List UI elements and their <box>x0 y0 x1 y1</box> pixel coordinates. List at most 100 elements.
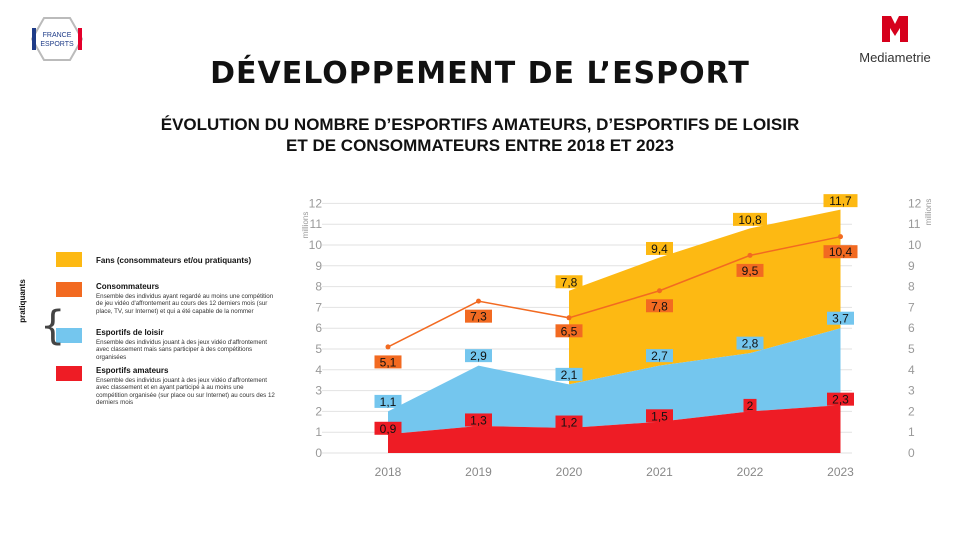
y-tick-right-0: 0 <box>908 446 915 460</box>
label-fans-2020-bg <box>555 275 583 289</box>
legend-desc-loisir: Ensemble des individus jouant à des jeux… <box>96 339 267 361</box>
label-loisir-2020-bg <box>555 367 583 381</box>
legend-swatch-amateurs <box>56 366 82 381</box>
label-loisir-2023: 3,7 <box>832 312 849 326</box>
legend-label-loisir: Esportifs de loisir <box>96 328 164 337</box>
label-amateurs-2023: 2,3 <box>832 393 849 407</box>
label-amateurs-2021-bg <box>646 409 673 423</box>
y-tick-right-12: 12 <box>908 196 922 210</box>
legend-swatch-loisir <box>56 328 82 343</box>
label-loisir-2020: 2,1 <box>561 368 578 382</box>
label-fans-2021-bg <box>646 241 673 255</box>
label-fans-2022-bg <box>733 212 767 226</box>
y-tick-right-7: 7 <box>908 300 915 314</box>
y-tick-left-10: 10 <box>309 238 323 252</box>
pratiquants-brace: { <box>40 303 66 349</box>
legend-label-fans: Fans (consommateurs et/ou pratiquants) <box>96 256 252 265</box>
x-tick-2021: 2021 <box>646 465 673 479</box>
legend-swatch-fans <box>56 252 82 267</box>
x-tick-2020: 2020 <box>556 465 583 479</box>
label-consommateurs-2022: 9,5 <box>742 264 759 278</box>
y-tick-right-10: 10 <box>908 238 922 252</box>
y-axis-label-right: millions <box>924 199 933 226</box>
label-loisir-2019-bg <box>465 349 492 363</box>
x-tick-2018: 2018 <box>375 465 402 479</box>
y-tick-right-9: 9 <box>908 259 915 273</box>
label-fans-2021: 9,4 <box>651 242 668 256</box>
label-amateurs-2019-bg <box>465 413 492 427</box>
y-tick-right-1: 1 <box>908 425 915 439</box>
x-tick-2022: 2022 <box>737 465 764 479</box>
point-consommateurs-2019 <box>476 298 481 304</box>
point-consommateurs-2018 <box>385 344 391 350</box>
area-esportifs-amateurs <box>388 405 841 453</box>
legend-swatch-consommateurs <box>56 282 82 297</box>
y-tick-left-9: 9 <box>315 259 322 273</box>
point-consommateurs-2022 <box>747 252 753 258</box>
label-fans-2020: 7,8 <box>561 275 578 289</box>
label-consommateurs-2018: 5,1 <box>380 355 397 369</box>
label-amateurs-2020: 1,2 <box>561 416 578 430</box>
y-tick-right-3: 3 <box>908 384 915 398</box>
subtitle-line1: ÉVOLUTION DU NOMBRE D’ESPORTIFS AMATEURS… <box>160 115 800 134</box>
point-consommateurs-2023 <box>838 234 843 240</box>
label-fans-2022: 10,8 <box>738 213 762 227</box>
label-consommateurs-2020-bg <box>555 324 583 338</box>
mediametrie-m-icon <box>882 16 908 42</box>
point-consommateurs-2021 <box>657 288 662 294</box>
label-loisir-2022: 2,8 <box>742 337 759 351</box>
y-tick-left-3: 3 <box>315 384 322 398</box>
label-loisir-2018: 1,1 <box>380 395 397 409</box>
label-consommateurs-2023-bg <box>823 245 858 259</box>
y-tick-left-7: 7 <box>315 300 322 314</box>
y-tick-left-5: 5 <box>315 342 322 356</box>
x-tick-2019: 2019 <box>465 465 492 479</box>
label-amateurs-2021: 1,5 <box>651 409 668 423</box>
page-title: DÉVELOPPEMENT DE L’ESPORT <box>210 56 750 91</box>
label-consommateurs-2021-bg <box>646 299 673 313</box>
label-loisir-2019: 2,9 <box>470 349 487 363</box>
label-loisir-2021: 2,7 <box>651 349 668 363</box>
label-consommateurs-2022-bg <box>736 263 764 277</box>
legend-desc-amateurs: Ensemble des individus jouant à des jeux… <box>96 377 275 407</box>
area-esportifs-loisir <box>388 328 841 435</box>
logo-left-line2: ESPORTS <box>40 41 74 48</box>
label-fans-2023: 11,7 <box>829 194 852 208</box>
y-tick-left-0: 0 <box>315 446 322 460</box>
label-loisir-2023-bg <box>827 311 854 325</box>
y-tick-right-11: 11 <box>908 217 921 231</box>
y-tick-right-4: 4 <box>908 363 915 377</box>
chart-subtitle: ÉVOLUTION DU NOMBRE D’ESPORTIFS AMATEURS… <box>110 114 850 156</box>
label-fans-2023-bg <box>823 194 858 208</box>
legend-label-consommateurs: Consommateurs <box>96 282 160 291</box>
label-amateurs-2023-bg <box>827 392 854 406</box>
label-consommateurs-2019: 7,3 <box>470 310 487 324</box>
x-tick-2023: 2023 <box>827 465 854 479</box>
y-tick-left-4: 4 <box>315 363 322 377</box>
point-consommateurs-2020 <box>566 315 572 321</box>
y-tick-left-8: 8 <box>315 280 322 294</box>
label-amateurs-2022-bg <box>743 398 757 412</box>
logo-left-line1: FRANCE <box>43 32 72 39</box>
y-tick-left-6: 6 <box>315 321 322 335</box>
y-tick-right-8: 8 <box>908 280 915 294</box>
label-amateurs-2022: 2 <box>747 399 754 413</box>
label-loisir-2021-bg <box>646 349 673 363</box>
area-fans <box>569 209 841 385</box>
label-loisir-2018-bg <box>374 394 402 408</box>
france-esports-logo: FRANCE ESPORTS <box>30 16 84 62</box>
y-tick-left-11: 11 <box>310 217 323 231</box>
y-axis-label-left: millions <box>301 212 310 239</box>
mediametrie-logo: Mediametrie <box>840 14 950 65</box>
label-amateurs-2020-bg <box>555 415 583 429</box>
label-consommateurs-2023: 10,4 <box>829 245 853 259</box>
label-amateurs-2018: 0,9 <box>380 422 397 436</box>
y-tick-right-5: 5 <box>908 342 915 356</box>
label-consommateurs-2018-bg <box>374 355 402 369</box>
label-amateurs-2018-bg <box>374 421 402 435</box>
label-consommateurs-2020: 6,5 <box>561 324 578 338</box>
legend-desc-consommateurs: Ensemble des individus ayant regardé au … <box>96 293 274 315</box>
mediametrie-wordmark: Mediametrie <box>859 50 931 65</box>
y-tick-left-2: 2 <box>315 404 322 418</box>
